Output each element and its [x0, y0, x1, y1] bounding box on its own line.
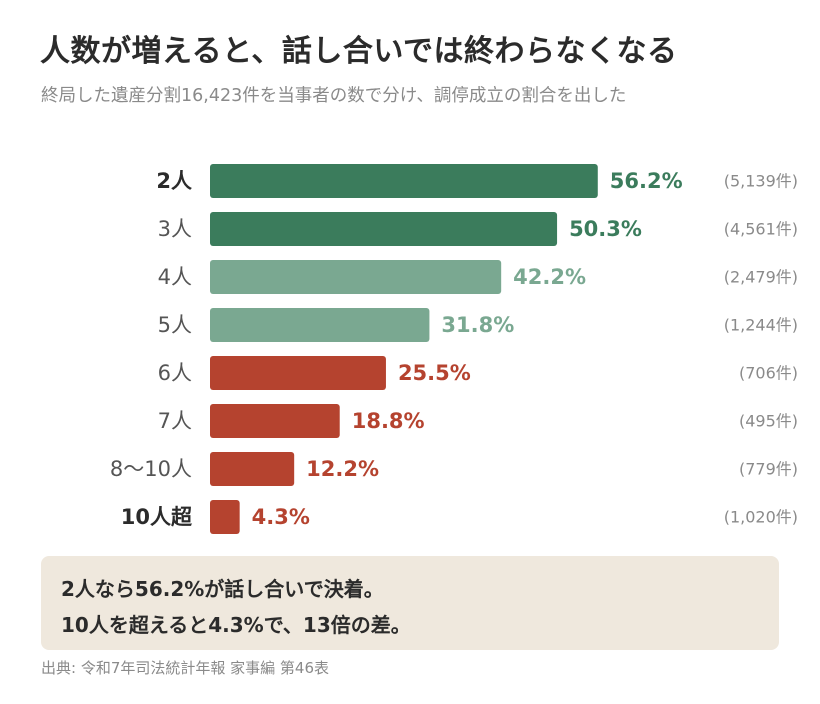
summary-callout: 2人なら56.2%が話し合いで決着。 10人を超えると4.3%で、13倍の差。: [41, 556, 779, 650]
count-label: (1,020件): [724, 508, 798, 527]
callout-line-1: 2人なら56.2%が話し合いで決着。: [61, 577, 384, 601]
bar: [210, 452, 295, 486]
count-label: (1,244件): [724, 316, 798, 335]
value-label: 18.8%: [352, 409, 425, 433]
value-label: 56.2%: [610, 169, 683, 193]
value-label: 12.2%: [306, 457, 379, 481]
callout-line-2: 10人を超えると4.3%で、13倍の差。: [61, 613, 411, 637]
count-label: (4,561件): [724, 220, 798, 239]
category-label: 10人超: [121, 505, 193, 529]
bar: [210, 212, 558, 246]
category-label: 3人: [158, 217, 192, 241]
bar: [210, 260, 502, 294]
value-label: 4.3%: [252, 505, 310, 529]
source-note: 出典: 令和7年司法統計年報 家事編 第46表: [41, 659, 329, 677]
category-label: 2人: [156, 169, 192, 193]
bar: [210, 356, 386, 390]
bar-chart: 2人 56.2% (5,139件) 3人 50.3% (4,561件) 4人 42.2% (2,…: [110, 164, 798, 534]
value-label: 50.3%: [569, 217, 642, 241]
count-label: (495件): [739, 412, 798, 431]
chart-subtitle: 終局した遺産分割16,423件を当事者の数で分け、調停成立の割合を出した: [41, 86, 627, 106]
count-label: (706件): [739, 364, 798, 383]
category-label: 5人: [158, 313, 192, 337]
bar: [210, 404, 340, 438]
value-label: 25.5%: [398, 361, 471, 385]
count-label: (2,479件): [724, 268, 798, 287]
bar: [210, 164, 598, 198]
category-label: 8〜10人: [110, 457, 192, 481]
count-label: (5,139件): [724, 172, 798, 191]
count-label: (779件): [739, 460, 798, 479]
category-label: 7人: [158, 409, 192, 433]
category-label: 4人: [158, 265, 192, 289]
category-label: 6人: [158, 361, 192, 385]
bar: [210, 308, 430, 342]
chart-title: 人数が増えると、話し合いでは終わらなくなる: [40, 34, 678, 69]
bar: [210, 500, 240, 534]
value-label: 42.2%: [513, 265, 586, 289]
value-label: 31.8%: [441, 313, 514, 337]
